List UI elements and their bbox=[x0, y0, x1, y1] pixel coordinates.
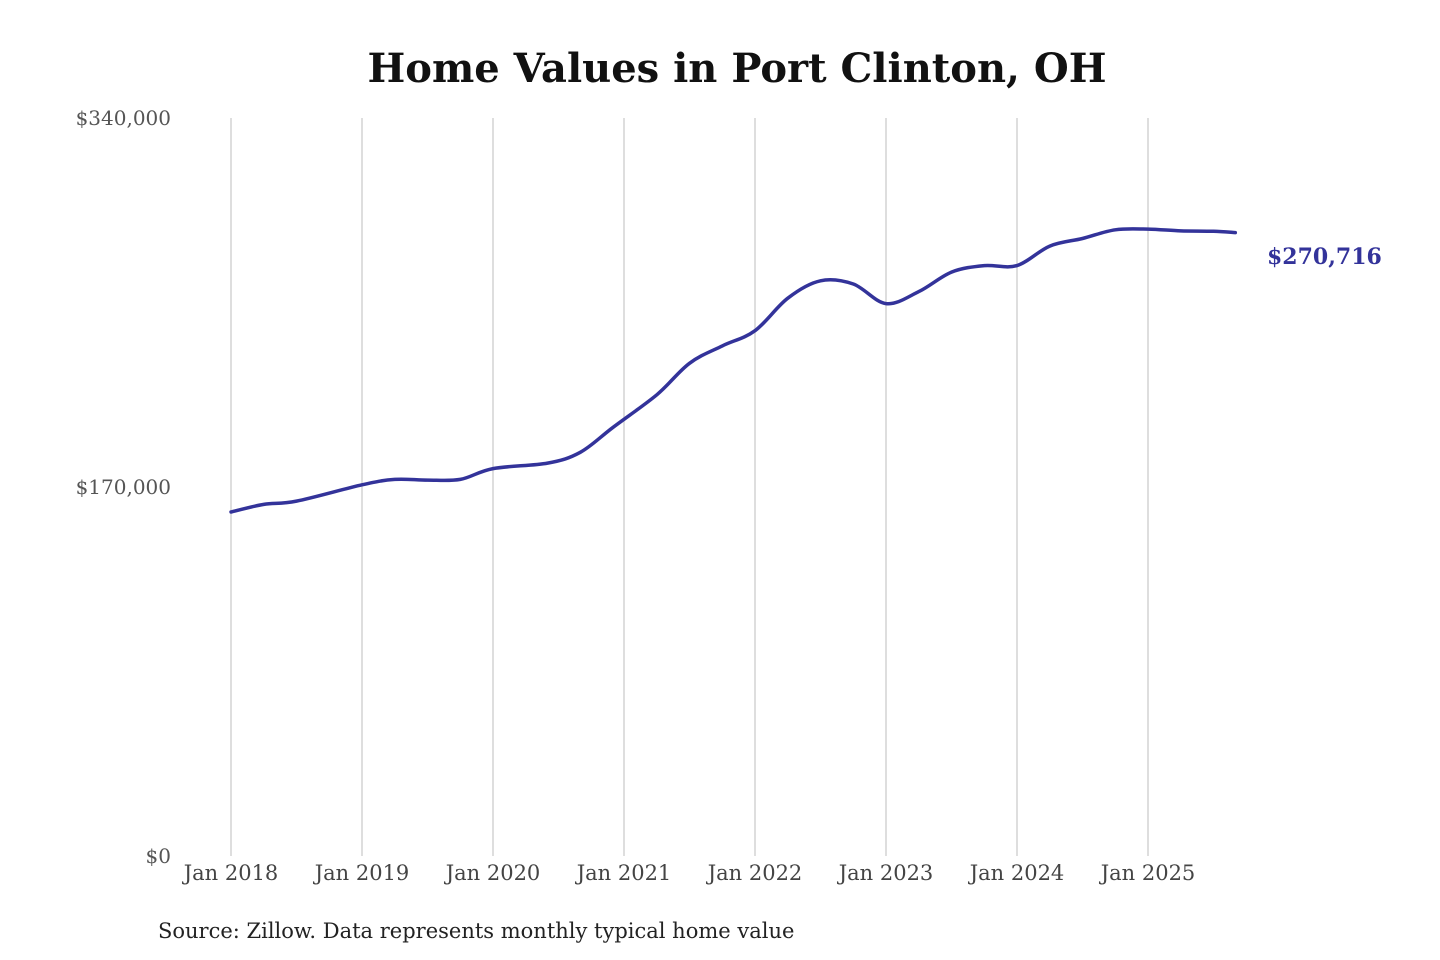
data-point bbox=[1148, 229, 1149, 230]
data-point bbox=[394, 479, 395, 480]
x-axis-ticks: Jan 2018 Jan 2019 Jan 2020 Jan 2021 Jan 2022… bbox=[182, 861, 1196, 885]
y-axis-ticks: $0 $170,000 $340,000 bbox=[76, 106, 171, 868]
data-point bbox=[460, 479, 461, 480]
data-point bbox=[918, 291, 919, 292]
data-point bbox=[1235, 232, 1236, 233]
data-point bbox=[656, 394, 657, 395]
x-tick-label: Jan 2022 bbox=[706, 861, 803, 885]
data-point bbox=[1115, 229, 1116, 230]
data-point bbox=[853, 284, 854, 285]
y-tick-label: $170,000 bbox=[76, 475, 171, 499]
data-point bbox=[722, 345, 723, 346]
data-point bbox=[493, 468, 494, 469]
data-point bbox=[362, 484, 363, 485]
y-tick-label: $0 bbox=[146, 844, 171, 868]
x-tick-label: Jan 2021 bbox=[575, 861, 672, 885]
y-tick-label: $340,000 bbox=[76, 106, 171, 130]
data-point bbox=[1180, 230, 1181, 231]
data-point bbox=[547, 463, 548, 464]
data-point bbox=[787, 298, 788, 299]
series-layer bbox=[229, 227, 1238, 514]
data-point bbox=[1213, 231, 1214, 232]
data-point bbox=[613, 427, 614, 428]
end-value-label: $270,716 bbox=[1267, 244, 1382, 270]
data-point bbox=[231, 511, 232, 512]
data-point bbox=[427, 480, 428, 481]
x-tick-label: Jan 2018 bbox=[182, 861, 279, 885]
source-note: Source: Zillow. Data represents monthly … bbox=[158, 919, 794, 943]
data-point bbox=[951, 272, 952, 273]
data-point bbox=[1017, 265, 1018, 266]
data-point bbox=[755, 330, 756, 331]
x-tick-label: Jan 2019 bbox=[313, 861, 410, 885]
x-tick-label: Jan 2020 bbox=[444, 861, 541, 885]
data-point bbox=[820, 280, 821, 281]
data-point bbox=[580, 452, 581, 453]
data-point bbox=[689, 363, 690, 364]
data-point bbox=[1049, 246, 1050, 247]
x-tick-label: Jan 2025 bbox=[1099, 861, 1196, 885]
x-tick-label: Jan 2024 bbox=[968, 861, 1065, 885]
chart-title: Home Values in Port Clinton, OH bbox=[367, 45, 1106, 92]
data-point bbox=[263, 504, 264, 505]
data-point bbox=[886, 303, 887, 304]
x-tick-label: Jan 2023 bbox=[837, 861, 934, 885]
data-point bbox=[984, 265, 985, 266]
data-point bbox=[1082, 238, 1083, 239]
gridlines bbox=[230, 118, 1149, 856]
series-line bbox=[229, 227, 1238, 514]
data-point bbox=[296, 501, 297, 502]
